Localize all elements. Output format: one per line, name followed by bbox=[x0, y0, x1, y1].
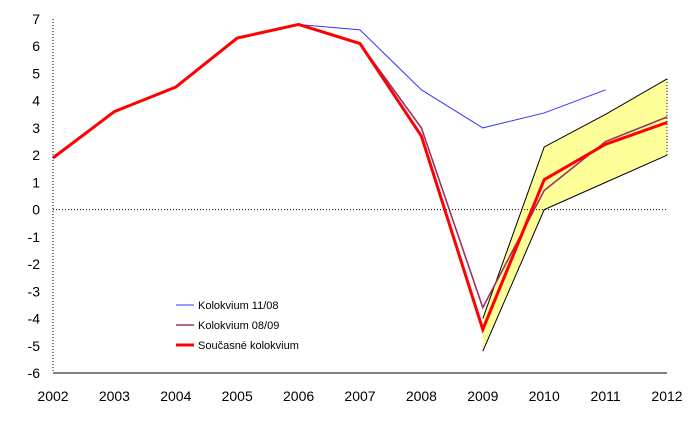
y-tick-label: -2 bbox=[28, 256, 41, 272]
y-tick-label: 2 bbox=[32, 147, 40, 163]
y-tick-label: 4 bbox=[32, 93, 40, 109]
legend-label: Současné kolokvium bbox=[198, 340, 299, 352]
band-lower-edge bbox=[482, 154, 668, 352]
x-tick-label: 2008 bbox=[406, 388, 437, 404]
x-tick-label: 2010 bbox=[529, 388, 560, 404]
legend-label: Kolokvium 08/09 bbox=[198, 320, 279, 332]
y-tick-label: 5 bbox=[32, 65, 40, 81]
x-tick-label: 2005 bbox=[222, 388, 253, 404]
y-tick-label: -1 bbox=[28, 229, 41, 245]
y-tick-label: 6 bbox=[32, 38, 40, 54]
x-tick-label: 2007 bbox=[344, 388, 375, 404]
band-upper-edge bbox=[482, 78, 668, 319]
series-line-3 bbox=[52, 22, 668, 334]
y-tick-label: -4 bbox=[28, 311, 41, 327]
x-tick-label: 2002 bbox=[37, 388, 68, 404]
legend: Kolokvium 11/08 Kolokvium 08/09 Současné k… bbox=[176, 300, 299, 352]
series-lines bbox=[52, 22, 668, 334]
y-tick-label: 1 bbox=[32, 174, 40, 190]
y-tick-label: 7 bbox=[32, 11, 40, 27]
y-tick-label: -3 bbox=[28, 283, 41, 299]
x-tick-label: 2011 bbox=[591, 388, 621, 404]
y-tick-label: -5 bbox=[28, 338, 41, 354]
y-tick-label: -6 bbox=[28, 365, 41, 381]
axes: -6 -5 -4 -3 -2 -1 0 1 2 3 4 5 6 7 2002 2003 2004 2005 2006… bbox=[28, 11, 683, 404]
y-tick-label: 3 bbox=[32, 120, 40, 136]
x-tick-label: 2009 bbox=[467, 388, 498, 404]
band-fill bbox=[482, 78, 667, 352]
x-tick-label: 2003 bbox=[99, 388, 130, 404]
x-tick-label: 2004 bbox=[160, 388, 191, 404]
x-tick-label: 2006 bbox=[283, 388, 314, 404]
y-tick-label: 0 bbox=[32, 202, 40, 218]
x-tick-label: 2012 bbox=[651, 388, 682, 404]
uncertainty-band bbox=[482, 78, 668, 352]
legend-label: Kolokvium 11/08 bbox=[198, 300, 279, 312]
